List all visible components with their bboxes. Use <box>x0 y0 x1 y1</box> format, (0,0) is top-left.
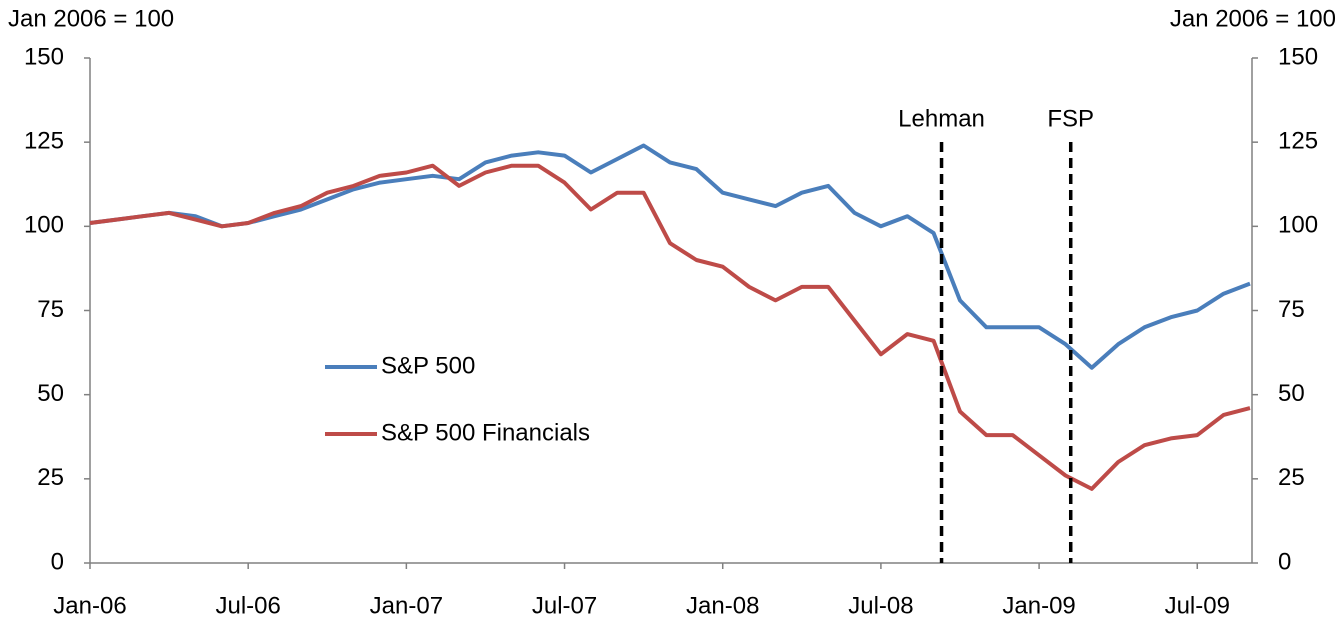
y2-tick-label: 75 <box>1278 296 1305 323</box>
y-tick-label: 150 <box>24 43 64 70</box>
x-tick-label: Jul-06 <box>215 592 280 619</box>
y-axis-label: Jan 2006 = 100 <box>8 5 174 32</box>
y2-tick-label: 25 <box>1278 464 1305 491</box>
x-tick-label: Jan-08 <box>686 592 759 619</box>
y2-tick-label: 125 <box>1278 128 1318 155</box>
x-tick-label: Jan-07 <box>370 592 443 619</box>
y2-tick-label: 0 <box>1278 548 1291 575</box>
y-tick-label: 0 <box>51 548 64 575</box>
event-label: Lehman <box>898 105 985 132</box>
series-line <box>89 143 1251 370</box>
legend-label: S&P 500 Financials <box>381 419 590 446</box>
y2-tick-label: 50 <box>1278 380 1305 407</box>
x-tick-label: Jul-07 <box>532 592 597 619</box>
y-tick-label: 50 <box>37 380 64 407</box>
y-tick-label: 100 <box>24 212 64 239</box>
series-line <box>89 163 1251 491</box>
x-tick-label: Jul-08 <box>848 592 913 619</box>
y2-axis-label: Jan 2006 = 100 <box>1170 5 1336 32</box>
y-tick-label: 75 <box>37 296 64 323</box>
legend-label: S&P 500 <box>381 352 475 379</box>
x-tick-label: Jan-09 <box>1002 592 1075 619</box>
y-tick-label: 25 <box>37 464 64 491</box>
y-tick-label: 125 <box>24 128 64 155</box>
x-tick-label: Jul-09 <box>1165 592 1230 619</box>
y2-tick-label: 100 <box>1278 212 1318 239</box>
y2-tick-label: 150 <box>1278 43 1318 70</box>
event-label: FSP <box>1047 105 1094 132</box>
x-tick-label: Jan-06 <box>53 592 126 619</box>
